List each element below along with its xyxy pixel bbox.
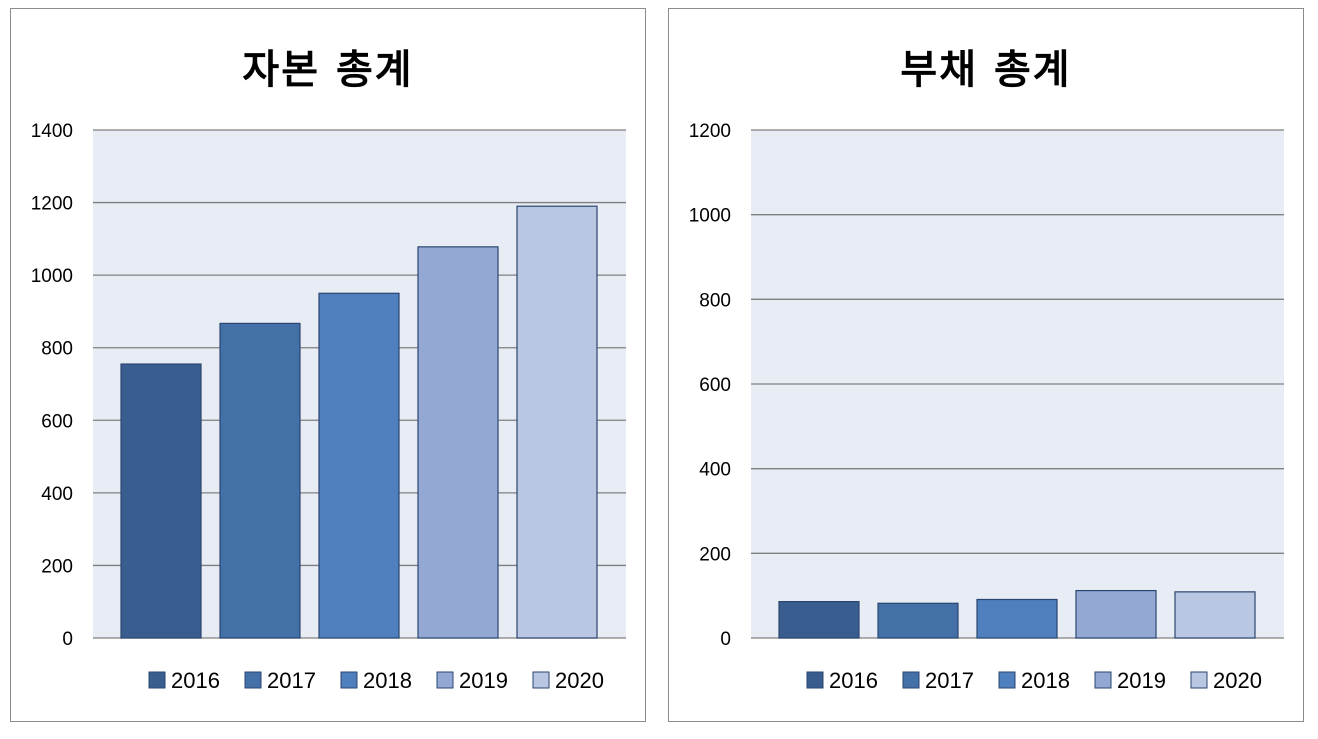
bar-2018 xyxy=(318,292,400,639)
equity-chart-panel: 자본 총계 0 200 400 600 800 1000 1200 1400 2016 2017 2… xyxy=(10,8,646,722)
chart-title: 자본 총계 xyxy=(242,47,414,93)
y-tick-label: 600 xyxy=(699,375,731,396)
liabilities-chart-panel: 부채 총계 0 200 400 600 800 1000 1200 2016 2017 2018 2… xyxy=(668,8,1304,722)
legend-label: 2016 xyxy=(829,668,878,693)
legend-swatch xyxy=(436,671,454,689)
legend-label: 2020 xyxy=(1213,668,1262,693)
legend-swatch xyxy=(1094,671,1112,689)
y-tick-label: 600 xyxy=(41,411,73,432)
bar-2020 xyxy=(1174,591,1256,639)
equity-chart-svg: 0 200 400 600 800 1000 1200 1400 2016 2017 2018 201… xyxy=(31,121,626,693)
y-tick-label: 1200 xyxy=(689,121,731,142)
legend-label: 2019 xyxy=(1117,668,1166,693)
legend-label: 2017 xyxy=(925,668,974,693)
legend-swatch xyxy=(902,671,920,689)
legend-label: 2016 xyxy=(171,668,220,693)
y-tick-label: 200 xyxy=(699,544,731,565)
legend-label: 2017 xyxy=(267,668,316,693)
legend-label: 2018 xyxy=(1021,668,1070,693)
y-tick-label: 0 xyxy=(720,629,731,650)
legend-swatch xyxy=(244,671,262,689)
y-tick-label: 800 xyxy=(41,339,73,360)
y-tick-label: 400 xyxy=(699,460,731,481)
bar-2018 xyxy=(976,598,1058,639)
legend-label: 2018 xyxy=(363,668,412,693)
chart-title: 부채 총계 xyxy=(900,47,1072,93)
bar-2019 xyxy=(1075,589,1157,639)
y-tick-label: 1400 xyxy=(31,121,73,142)
y-tick-label: 200 xyxy=(41,556,73,577)
bar-2017 xyxy=(877,602,959,639)
legend-swatch xyxy=(340,671,358,689)
y-tick-label: 400 xyxy=(41,484,73,505)
legend-swatch xyxy=(998,671,1016,689)
y-tick-label: 1200 xyxy=(31,194,73,215)
y-tick-label: 800 xyxy=(699,290,731,311)
legend-swatch xyxy=(1190,671,1208,689)
y-tick-label: 0 xyxy=(62,629,73,650)
y-tick-label: 1000 xyxy=(31,266,73,287)
legend-swatch xyxy=(148,671,166,689)
legend-swatch xyxy=(806,671,824,689)
legend-swatch xyxy=(532,671,550,689)
bar-2017 xyxy=(219,322,301,639)
y-tick-label: 1000 xyxy=(689,206,731,227)
bar-2016 xyxy=(120,363,202,639)
legend-label: 2020 xyxy=(555,668,604,693)
bar-2016 xyxy=(778,600,860,639)
legend-label: 2019 xyxy=(459,668,508,693)
bar-2020 xyxy=(516,205,598,639)
bar-2019 xyxy=(417,246,499,639)
liabilities-chart-svg: 0 200 400 600 800 1000 1200 2016 2017 2018 2019 202… xyxy=(689,121,1284,693)
